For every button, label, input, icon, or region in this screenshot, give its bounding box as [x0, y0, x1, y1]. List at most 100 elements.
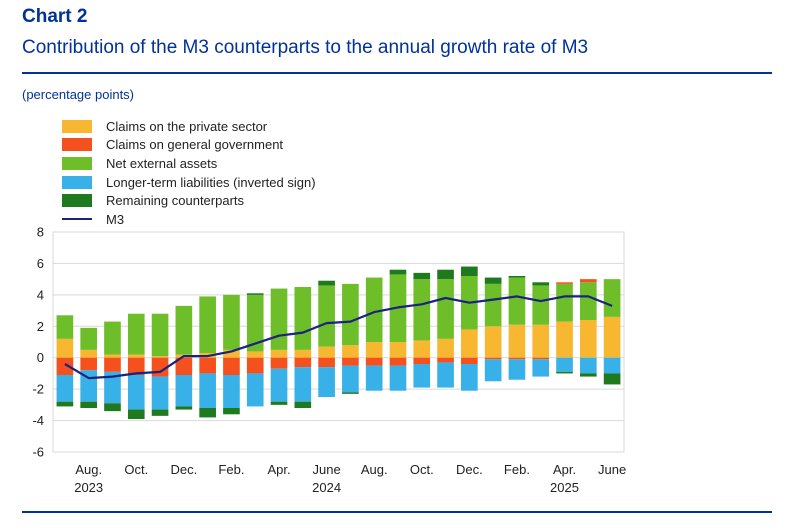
- bar-segment: [294, 357, 312, 368]
- bar-segment: [318, 357, 335, 368]
- bar-segment: [294, 367, 312, 402]
- bar-segment: [508, 357, 526, 360]
- legend-item-longer-term-liabilities: Longer-term liabilities (inverted sign): [62, 173, 316, 192]
- legend-item-m3: M3: [62, 210, 316, 229]
- bar-segment: [413, 272, 431, 280]
- bar-segment: [56, 338, 74, 358]
- legend-label: Claims on general government: [106, 137, 284, 153]
- bar-segment: [151, 313, 169, 357]
- bar-segment: [556, 321, 573, 358]
- bar-segment: [532, 357, 550, 360]
- bar-segment: [603, 279, 621, 317]
- bar-segment: [223, 349, 240, 358]
- bar-segment: [508, 324, 526, 358]
- legend-swatch: [62, 138, 92, 152]
- legend-label: M3: [106, 211, 125, 227]
- unit-note: (percentage points): [22, 87, 135, 102]
- bar-segment: [603, 357, 621, 374]
- chart-label: Chart 2: [22, 6, 88, 27]
- bar-segment: [151, 409, 169, 416]
- bar-segment: [461, 364, 478, 391]
- bar-segment: [389, 342, 407, 358]
- y-tick-label: 2: [37, 319, 44, 334]
- bar-segment: [318, 346, 335, 358]
- bar-segment: [80, 349, 98, 358]
- legend-label: Claims on the private sector: [106, 118, 268, 134]
- bar-segment: [556, 371, 573, 374]
- bar-segment: [223, 294, 240, 350]
- bar-segment: [413, 357, 431, 364]
- bar-segment: [104, 354, 121, 358]
- bar-segment: [56, 315, 74, 339]
- bar-segment: [508, 277, 526, 325]
- bar-segment: [389, 357, 407, 366]
- bar-segment: [175, 305, 193, 355]
- bar-segment: [270, 357, 288, 369]
- legend-swatch: [62, 156, 92, 170]
- top-rule: [22, 72, 772, 74]
- bar-segment: [437, 279, 454, 339]
- bar-segment: [365, 357, 383, 366]
- bottom-rule: [22, 511, 772, 513]
- bar-segment: [461, 357, 478, 364]
- x-tick-label: Dec.: [456, 462, 483, 477]
- bar-segment: [342, 345, 359, 358]
- bar-segment: [579, 320, 597, 358]
- legend-line-swatch: [62, 218, 92, 221]
- bar-segment: [437, 357, 454, 363]
- x-tick-label: June: [598, 462, 626, 477]
- bar-segment: [318, 367, 335, 397]
- bar-segment: [246, 351, 264, 358]
- x-tick-label: Aug.: [361, 462, 388, 477]
- bar-segment: [127, 357, 145, 375]
- bar-segment: [127, 313, 145, 355]
- bar-segment: [579, 282, 597, 320]
- legend-label: Longer-term liabilities (inverted sign): [106, 174, 316, 190]
- bar-segment: [246, 293, 264, 295]
- x-tick-label: Apr.: [267, 462, 290, 477]
- bar-segment: [270, 368, 288, 402]
- bar-segment: [56, 401, 74, 407]
- bar-segment: [365, 365, 383, 391]
- bar-segment: [484, 326, 502, 358]
- bar-segment: [175, 406, 193, 410]
- bar-segment: [151, 376, 169, 410]
- bar-segment: [556, 283, 573, 322]
- bar-segment: [556, 357, 573, 372]
- bar-segment: [389, 269, 407, 275]
- chart-title: Contribution of the M3 counterparts to t…: [22, 37, 589, 58]
- bar-segment: [80, 327, 98, 350]
- bar-segment: [246, 373, 264, 407]
- m3-line: [64, 295, 613, 380]
- bar-segment: [223, 375, 240, 408]
- x-tick-label: Aug.: [75, 462, 102, 477]
- bar-segment: [437, 362, 454, 388]
- bar-segment: [80, 401, 98, 408]
- bar-segment: [104, 403, 121, 412]
- bar-segment: [413, 279, 431, 341]
- bar-segment: [199, 296, 216, 353]
- bar-segment: [199, 357, 216, 374]
- x-tick-label: Apr.: [553, 462, 576, 477]
- bar-segment: [270, 288, 288, 350]
- x-year-label: 2025: [550, 480, 579, 495]
- bar-segment: [199, 373, 216, 408]
- y-tick-label: 8: [37, 225, 44, 240]
- bar-segment: [270, 349, 288, 358]
- bar-segment: [294, 401, 312, 408]
- bar-segment: [389, 365, 407, 391]
- bar-segment: [127, 354, 145, 358]
- bar-segment: [199, 408, 216, 418]
- bar-segment: [413, 364, 431, 388]
- y-tick-label: -2: [32, 382, 44, 397]
- bar-segment: [579, 373, 597, 377]
- bar-segment: [342, 283, 359, 346]
- bar-segment: [294, 349, 312, 358]
- bar-segment: [342, 365, 359, 393]
- bar-segment: [484, 359, 502, 382]
- legend-label: Remaining counterparts: [106, 193, 245, 209]
- bar-segment: [556, 282, 573, 284]
- bar-segment: [223, 408, 240, 415]
- bar-segment: [151, 356, 169, 358]
- bar-segment: [80, 357, 98, 371]
